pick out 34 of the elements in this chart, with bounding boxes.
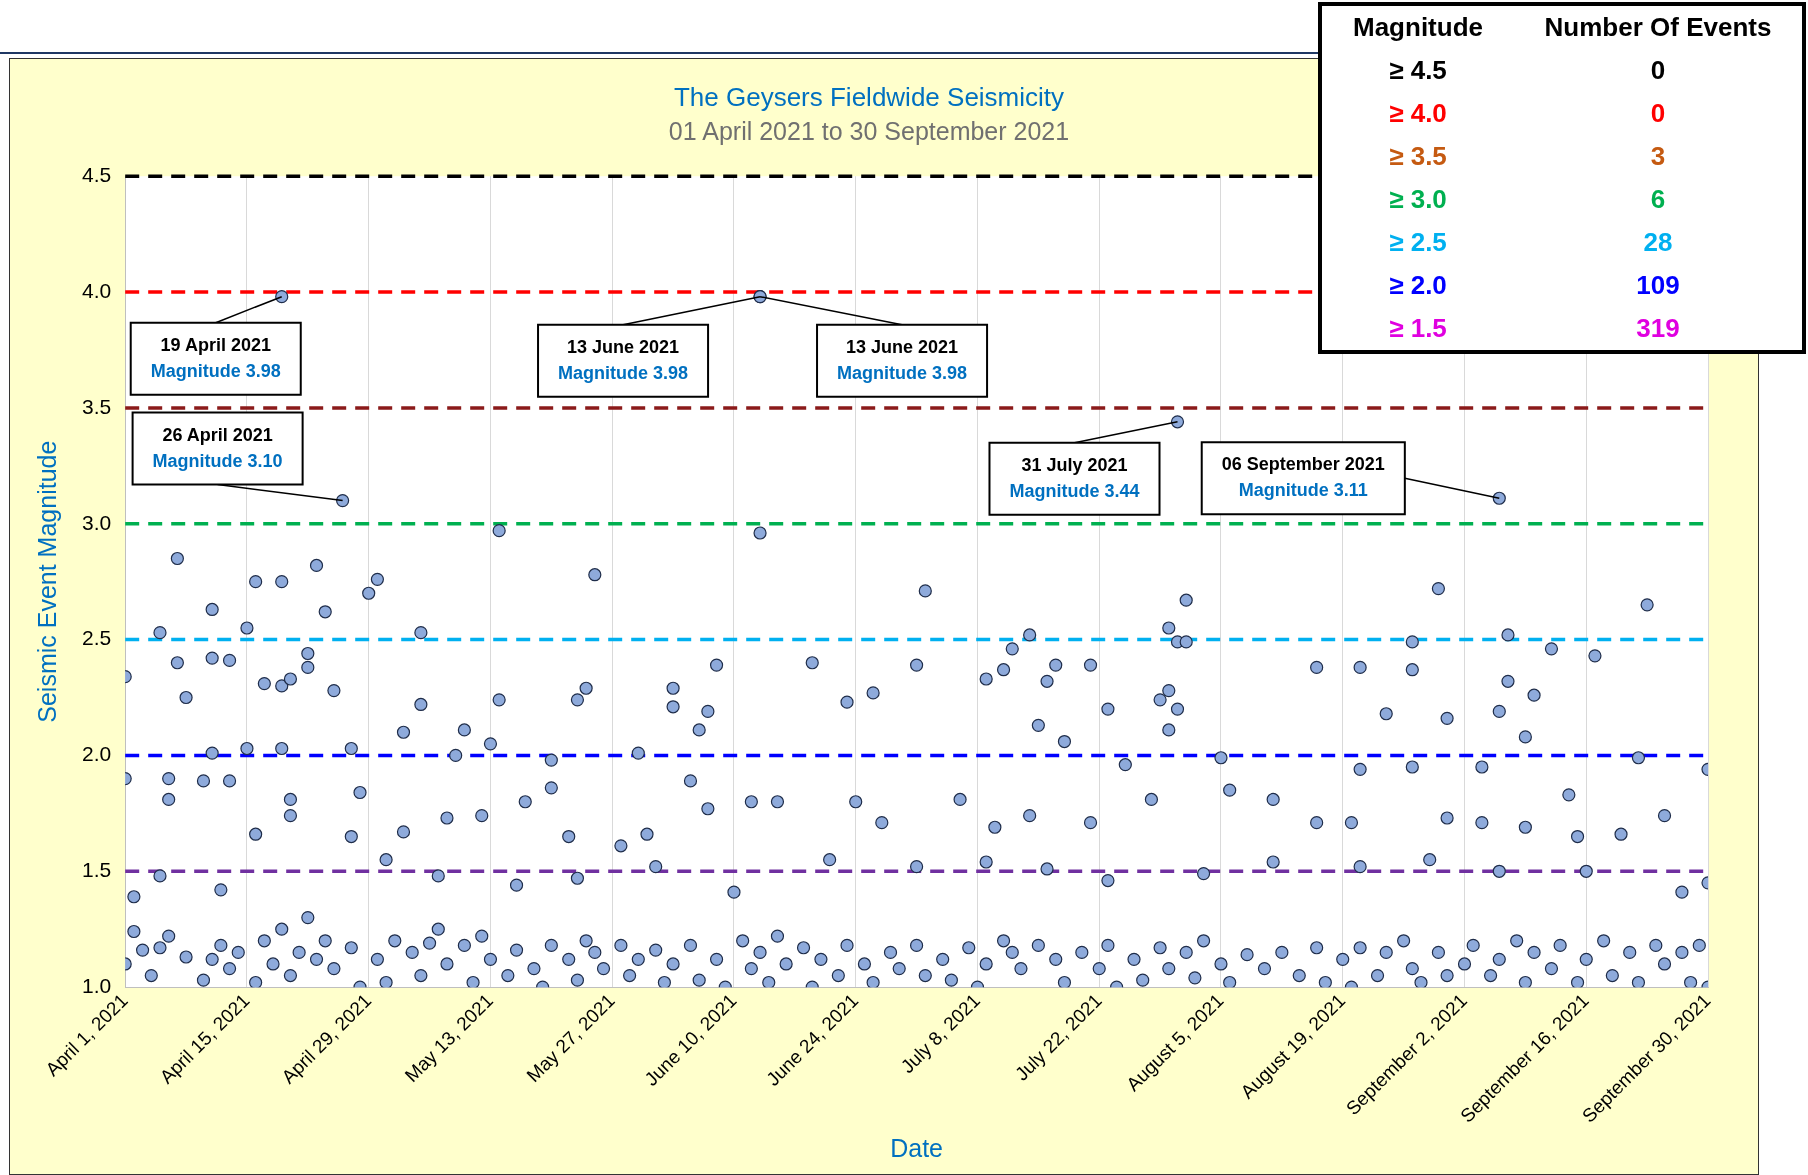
y-tick-label: 1.0	[81, 973, 112, 997]
annotation: 13 June 2021 Magnitude 3.98	[837, 336, 968, 383]
text: 0	[1649, 54, 1667, 87]
annotation: 13 June 2021 Magnitude 3.98	[558, 336, 689, 383]
annotation: 109	[1635, 269, 1681, 302]
y-tick-label: 4.0	[81, 278, 112, 302]
y-tick-label: 4.5	[81, 163, 112, 186]
y-tick-label: 3.0	[81, 510, 112, 534]
text: 0	[1649, 97, 1667, 130]
annotation: 19 April 2021 Magnitude 3.98	[150, 334, 281, 381]
y-tick-label: 3.5	[81, 394, 112, 418]
text: ≥ 4.0	[1388, 97, 1448, 130]
annotation: 06 September 2021 Magnitude 3.11	[1221, 454, 1385, 501]
x-axis-title: Date	[890, 1133, 943, 1162]
annotation: 31 July 2021 Magnitude 3.44	[1009, 454, 1140, 501]
annotation: ≥ 2.5	[1388, 226, 1448, 259]
text: 3	[1649, 140, 1667, 173]
annotation: 6	[1649, 183, 1667, 216]
annotation: ≥ 2.0	[1388, 269, 1448, 302]
text: ≥ 3.5	[1388, 140, 1448, 173]
y-axis-title: Seismic Event Magnitude	[32, 440, 61, 723]
y-tick-label: 2.0	[81, 742, 112, 766]
y-tick-label: 2.5	[81, 626, 112, 650]
chart-title: The Geysers Fieldwide Seismicity	[673, 81, 1065, 112]
text: Number Of Events	[1543, 11, 1773, 44]
annotation: 28	[1642, 226, 1674, 259]
annotation: 26 April 2021 Magnitude 3.10	[152, 424, 283, 471]
chart-subtitle: 01 April 2021 to 30 September 2021	[668, 117, 1070, 146]
text: ≥ 4.5	[1388, 54, 1448, 87]
y-tick-label: 1.5	[81, 858, 112, 882]
annotation: ≥ 3.0	[1388, 183, 1448, 216]
annotation: ≥ 1.5	[1388, 312, 1448, 345]
text: Magnitude	[1352, 11, 1484, 44]
annotation: 319	[1635, 312, 1681, 345]
